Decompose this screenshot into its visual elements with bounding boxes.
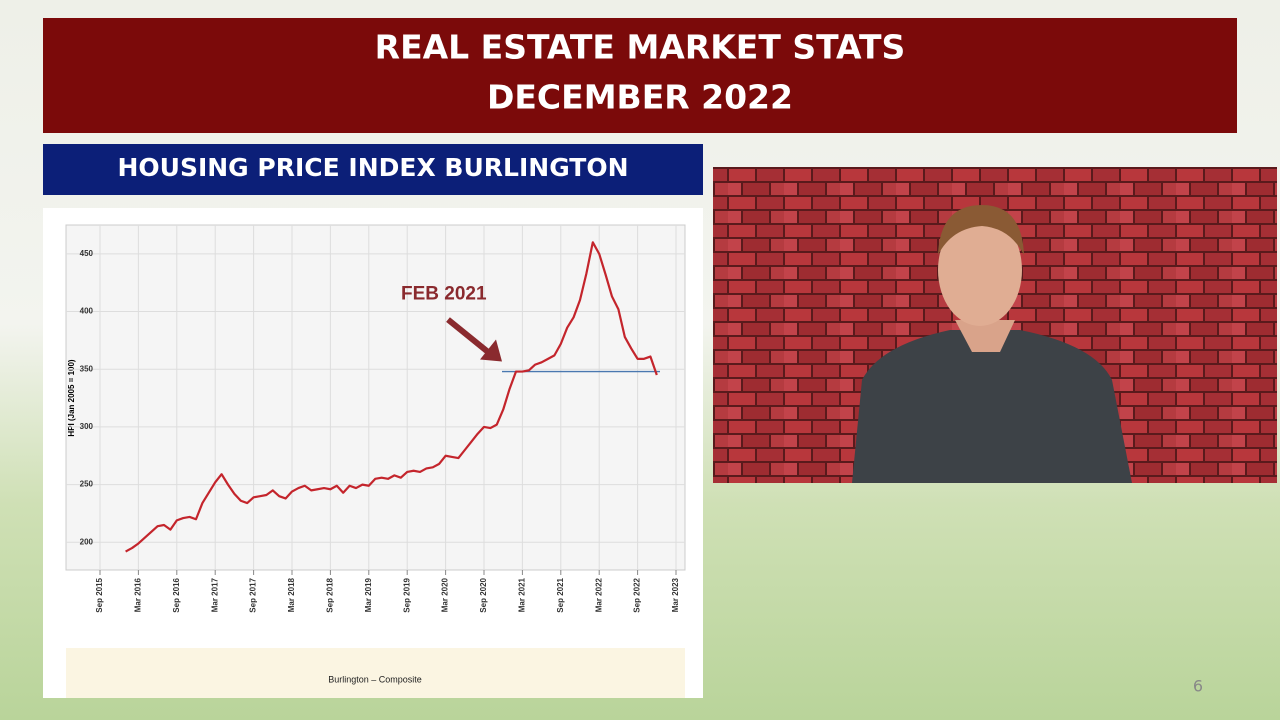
y-tick-label: 300 [80, 422, 94, 431]
x-tick-label: Mar 2016 [134, 577, 143, 612]
y-tick-label: 350 [80, 364, 94, 373]
page-number: 6 [1193, 677, 1203, 696]
x-tick-label: Sep 2020 [479, 577, 488, 612]
x-tick-label: Mar 2022 [594, 577, 603, 612]
x-tick-label: Mar 2023 [671, 577, 680, 612]
y-tick-label: 200 [80, 537, 94, 546]
plot-area [65, 224, 686, 571]
x-tick-label: Sep 2016 [172, 577, 181, 612]
x-tick-label: Sep 2019 [402, 577, 411, 612]
person-head [938, 214, 1022, 326]
person-hair [938, 205, 1024, 255]
y-axis-label: HPI (Jan 2005 = 100) [67, 359, 76, 436]
x-tick-label: Sep 2022 [633, 577, 642, 612]
title: DECEMBER 2022 [487, 78, 793, 117]
legend-box [66, 648, 685, 698]
title: REAL ESTATE MARKET STATS [375, 28, 906, 67]
x-tick-label: Mar 2017 [210, 577, 219, 612]
photo [713, 167, 1277, 483]
x-tick-label: Mar 2020 [441, 577, 450, 612]
x-tick-label: Mar 2019 [364, 577, 373, 612]
section-bar [43, 144, 703, 195]
section-title: HOUSING PRICE INDEX BURLINGTON [117, 153, 628, 182]
x-tick-label: Sep 2015 [95, 577, 104, 612]
x-tick-label: Mar 2021 [518, 577, 527, 612]
person-shirt [852, 330, 1132, 483]
annotation-arrowhead [480, 339, 502, 362]
title-bar [43, 18, 1237, 133]
y-tick-label: 400 [80, 307, 94, 316]
annotation: FEB 2021 [401, 284, 487, 305]
legend-entry: Burlington – Composite [328, 674, 422, 684]
x-tick-label: Sep 2017 [249, 577, 258, 612]
y-tick-label: 250 [80, 480, 94, 489]
x-tick-label: Mar 2018 [287, 577, 296, 612]
annotation-arrow [446, 317, 492, 356]
x-tick-label: Sep 2021 [556, 577, 565, 612]
x-tick-label: Sep 2018 [326, 577, 335, 612]
person-neck [955, 320, 1015, 352]
y-tick-label: 450 [80, 249, 94, 258]
line [125, 241, 658, 553]
